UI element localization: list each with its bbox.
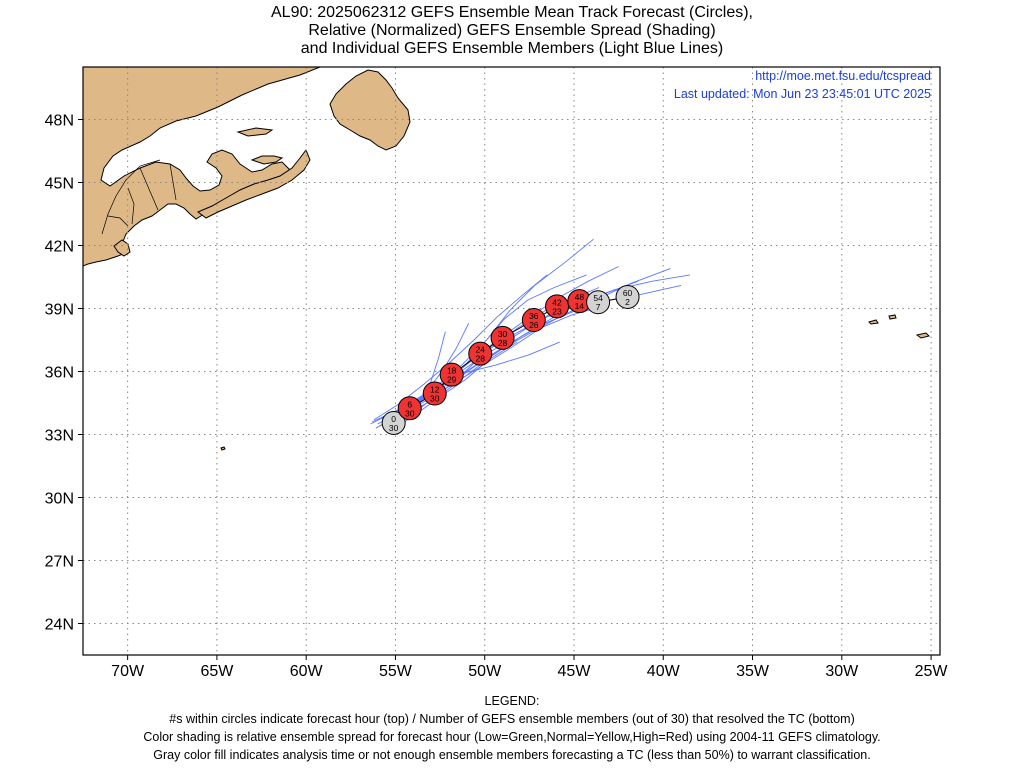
mean-track-circle [615, 284, 640, 309]
member-count-label: 30 [389, 423, 399, 433]
member-count-label: 2 [625, 297, 630, 307]
lon-tick-label: 30W [825, 663, 859, 680]
mean-track-point: 602 [615, 284, 640, 309]
lat-tick-label: 36N [45, 365, 74, 382]
mean-track-circle [468, 341, 493, 366]
ensemble-member-track [389, 274, 587, 421]
last-updated-text: Last updated: Mon Jun 23 23:45:01 UTC 20… [674, 87, 931, 101]
mean-track-point: 547 [586, 290, 611, 315]
lat-tick-label: 27N [45, 554, 74, 571]
legend-line-2: Color shading is relative ensemble sprea… [143, 730, 881, 744]
lon-tick-label: 45W [558, 663, 592, 680]
forecast-hour-label: 36 [529, 311, 539, 321]
title-line-2: Relative (Normalized) GEFS Ensemble Spre… [308, 22, 716, 39]
lat-tick-label: 45N [45, 176, 74, 193]
nova-scotia [197, 148, 311, 219]
mean-track-circle [545, 294, 570, 319]
cape-cod [113, 239, 131, 257]
forecast-hour-label: 42 [552, 297, 562, 307]
forecast-hour-label: 48 [575, 292, 585, 302]
mean-track-circle [490, 325, 515, 350]
lon-tick-label: 50W [468, 663, 502, 680]
prince-edward-island [250, 155, 284, 165]
newfoundland-island [329, 69, 411, 151]
lat-tick-label: 33N [45, 428, 74, 445]
forecast-hour-label: 54 [593, 293, 603, 303]
mean-track-circle [521, 308, 546, 333]
member-count-label: 14 [575, 301, 585, 311]
title-line-3: and Individual GEFS Ensemble Members (Li… [300, 40, 724, 57]
lat-tick-label: 48N [45, 113, 74, 130]
lat-tick-label: 24N [45, 617, 74, 634]
longitude-ticks: 70W 65W 60W 55W 50W 45W 40W 35W 30W 25W [111, 655, 948, 680]
lon-tick-label: 35W [736, 663, 770, 680]
lon-tick-label: 40W [647, 663, 681, 680]
lat-tick-label: 30N [45, 491, 74, 508]
forecast-hour-label: 12 [430, 385, 440, 395]
legend-line-1: #s within circles indicate forecast hour… [169, 712, 855, 726]
member-count-label: 23 [552, 306, 562, 316]
mean-track-circle [422, 381, 447, 406]
forecast-hour-label: 0 [391, 414, 396, 424]
forecast-hour-label: 6 [407, 399, 412, 409]
member-count-label: 7 [596, 302, 601, 312]
member-count-label: 30 [405, 408, 415, 418]
mean-track-point: 630 [397, 396, 422, 421]
title-line-1: AL90: 2025062312 GEFS Ensemble Mean Trac… [271, 4, 753, 21]
lat-tick-label: 39N [45, 302, 74, 319]
bermuda-island [220, 446, 226, 451]
member-count-label: 29 [447, 375, 457, 385]
mainland-landmass [83, 67, 321, 267]
land-layer [83, 67, 930, 451]
lon-tick-label: 60W [290, 663, 324, 680]
track-map: 0306301230182924283028362642234814547602… [45, 66, 948, 680]
map-frame [82, 66, 941, 656]
lat-tick-label: 42N [45, 239, 74, 256]
legend-line-3: Gray color fill indicates analysis time … [153, 748, 871, 762]
source-url-link[interactable]: http://moe.met.fsu.edu/tcspread [755, 69, 931, 83]
mean-track-circle [439, 362, 464, 387]
member-count-label: 26 [529, 320, 539, 330]
mean-track-circle [397, 396, 422, 421]
azores-islands [868, 314, 930, 339]
member-count-label: 28 [498, 338, 508, 348]
forecast-hour-label: 24 [476, 345, 486, 355]
lon-tick-label: 55W [379, 663, 413, 680]
legend-heading: LEGEND: [484, 694, 540, 708]
lon-tick-label: 65W [200, 663, 234, 680]
lon-tick-label: 25W [915, 663, 949, 680]
member-count-label: 28 [476, 354, 486, 364]
forecast-hour-label: 60 [623, 288, 633, 298]
mean-track-point: 030 [381, 410, 406, 435]
province-borders [101, 159, 177, 235]
member-count-label: 30 [430, 394, 440, 404]
grid-lines [83, 67, 940, 655]
anticosti-island [236, 127, 274, 137]
forecast-hour-label: 18 [447, 366, 457, 376]
mean-track-circle [381, 410, 406, 435]
latitude-ticks: 48N 45N 42N 39N 36N 33N 30N 27N 24N [45, 113, 83, 634]
mean-track-circle [586, 290, 611, 315]
forecast-hour-label: 30 [498, 329, 508, 339]
lon-tick-label: 70W [111, 663, 145, 680]
